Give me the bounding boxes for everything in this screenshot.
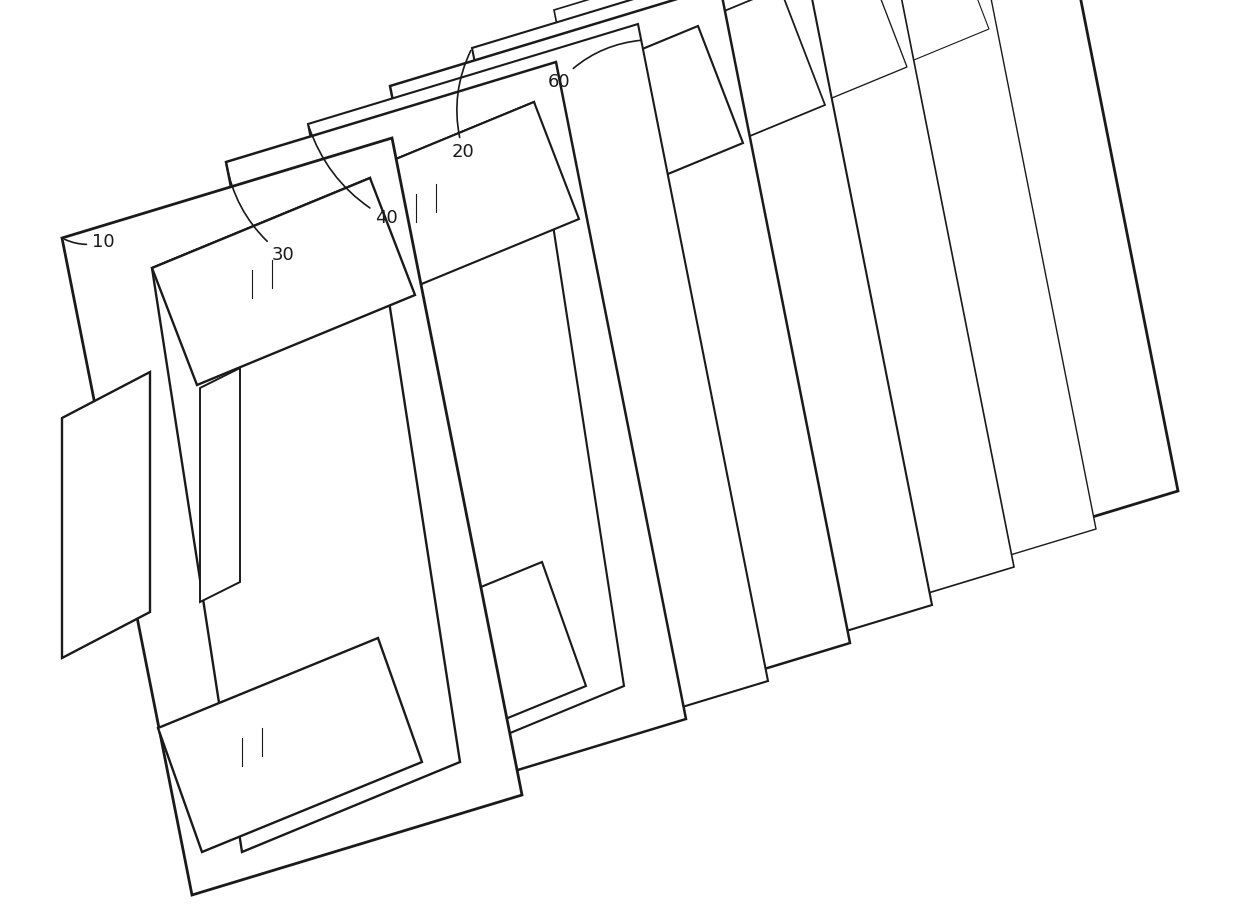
Polygon shape [391,0,849,743]
Polygon shape [226,296,314,582]
Text: 20: 20 [453,51,475,161]
Polygon shape [316,102,579,309]
Polygon shape [636,0,1096,629]
Polygon shape [489,140,556,494]
Polygon shape [568,448,832,662]
Polygon shape [718,0,1178,591]
Polygon shape [153,178,460,852]
Polygon shape [226,62,686,819]
Polygon shape [62,138,522,895]
Polygon shape [153,178,415,385]
Polygon shape [652,64,720,418]
Polygon shape [472,0,932,705]
Polygon shape [554,0,1014,667]
Text: 30: 30 [227,164,295,264]
Text: 40: 40 [309,126,398,227]
Text: 60: 60 [548,40,641,91]
Polygon shape [365,292,404,526]
Polygon shape [480,26,743,233]
Polygon shape [200,368,241,602]
Polygon shape [570,102,639,456]
Polygon shape [308,24,768,781]
Polygon shape [62,372,150,658]
Polygon shape [322,562,587,776]
Polygon shape [725,0,990,119]
Text: 10: 10 [64,233,114,251]
Polygon shape [486,486,750,700]
Polygon shape [562,0,825,195]
Polygon shape [644,0,906,157]
Polygon shape [898,0,966,304]
Polygon shape [157,638,422,852]
Polygon shape [316,102,624,776]
